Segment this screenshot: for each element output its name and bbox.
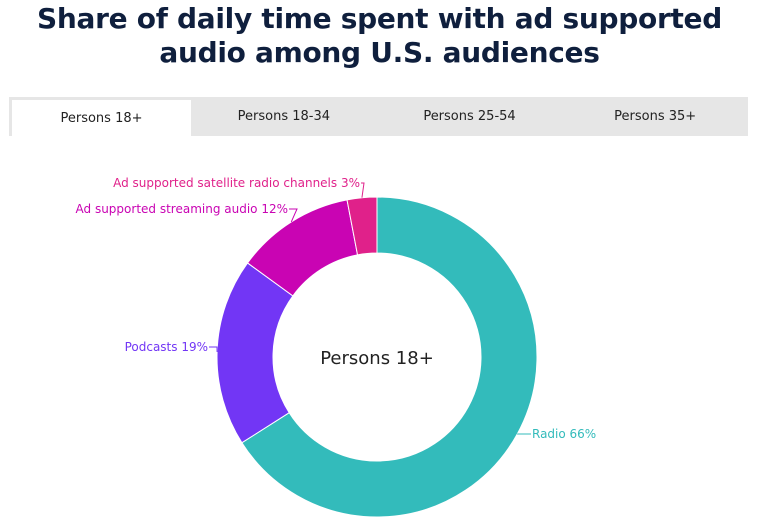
slice-label-2: Ad supported streaming audio 12% bbox=[76, 202, 288, 216]
donut-slice-0[interactable] bbox=[241, 196, 538, 518]
slice-label-1: Podcasts 19% bbox=[125, 340, 208, 354]
tab-persons-25-54[interactable]: Persons 25-54 bbox=[423, 109, 516, 124]
slice-label-0: Radio 66% bbox=[532, 427, 596, 441]
chart-title: Share of daily time spent with ad suppor… bbox=[0, 2, 759, 70]
tab-persons-18-34[interactable]: Persons 18-34 bbox=[237, 109, 331, 124]
label-connectors bbox=[209, 182, 531, 435]
chart-title-line-1: Share of daily time spent with ad suppor… bbox=[37, 2, 722, 35]
donut-slice-3[interactable] bbox=[346, 196, 378, 256]
donut-slices bbox=[216, 196, 538, 518]
connector-line-1 bbox=[209, 346, 218, 352]
audience-tabs: Persons 18+ Persons 18-34 Persons 25-54 … bbox=[9, 97, 748, 136]
donut-slice-1[interactable] bbox=[216, 262, 294, 444]
tab-persons-18-plus[interactable]: Persons 18+ bbox=[12, 100, 191, 136]
center-label: Persons 18+ bbox=[320, 348, 434, 369]
connector-line-2 bbox=[289, 208, 298, 223]
slice-labels: Radio 66% Podcasts 19% Ad supported stream… bbox=[76, 176, 597, 441]
chart-title-line-2: audio among U.S. audiences bbox=[159, 36, 600, 69]
tab-persons-35-plus[interactable]: Persons 35+ bbox=[614, 109, 697, 124]
connector-line-3 bbox=[361, 182, 365, 198]
slice-label-3: Ad supported satellite radio channels 3% bbox=[113, 176, 360, 190]
donut-chart: Radio 66% Podcasts 19% Ad supported stream… bbox=[76, 176, 597, 518]
